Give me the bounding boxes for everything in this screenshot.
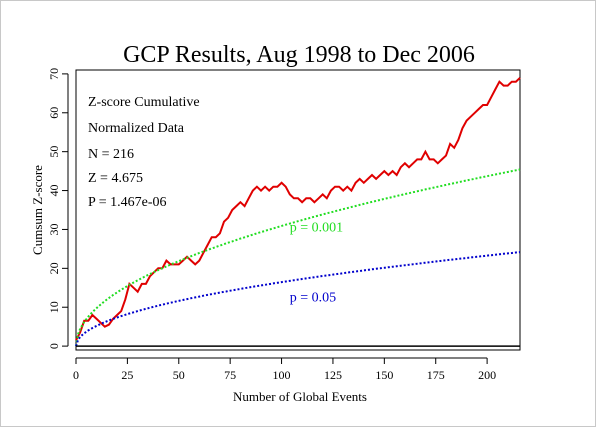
y-tick-label: 60 (47, 107, 61, 119)
y-tick-label: 0 (47, 343, 61, 349)
x-tick-label: 0 (73, 368, 79, 382)
stats-box: Z-score Cumulative Normalized Data N = 2… (88, 95, 200, 210)
y-tick-label: 10 (47, 301, 61, 313)
x-tick-label: 150 (375, 368, 393, 382)
threshold-curve-2 (75, 251, 521, 347)
y-tick-label: 40 (47, 185, 61, 197)
stats-line-normalized: Normalized Data (88, 121, 185, 136)
x-tick-label: 50 (173, 368, 185, 382)
x-tick-label: 100 (273, 368, 291, 382)
x-tick-label: 125 (324, 368, 342, 382)
x-tick-label: 175 (427, 368, 445, 382)
y-tick-label: 20 (47, 262, 61, 274)
x-axis-label: Number of Global Events (233, 389, 367, 404)
threshold-curve-1 (75, 168, 521, 347)
y-tick-label: 70 (47, 68, 61, 80)
x-tick-label: 25 (121, 368, 133, 382)
y-axis: 0 10 20 30 40 50 60 70 (47, 68, 69, 349)
stats-line-z: Z = 4.675 (88, 171, 143, 186)
threshold-label-2: p = 0.05 (290, 290, 336, 305)
y-axis-label: Cumsum Z-score (30, 165, 45, 255)
y-tick-label: 30 (47, 223, 61, 235)
chart-title: GCP Results, Aug 1998 to Dec 2006 (123, 42, 475, 68)
stats-line-n: N = 216 (88, 147, 134, 162)
y-tick-label: 50 (47, 146, 61, 158)
x-tick-label: 200 (478, 368, 496, 382)
x-axis: 0 25 50 75 100 125 150 175 200 (73, 357, 496, 382)
stats-line-p: P = 1.467e-06 (88, 195, 167, 210)
cumulative-z-line (75, 77, 521, 341)
plot-area (75, 69, 521, 351)
series-layer: p = 0.001 p = 0.05 (75, 77, 521, 347)
threshold-label-1: p = 0.001 (290, 220, 343, 235)
stats-line-title: Z-score Cumulative (88, 95, 200, 110)
x-tick-label: 75 (224, 368, 236, 382)
